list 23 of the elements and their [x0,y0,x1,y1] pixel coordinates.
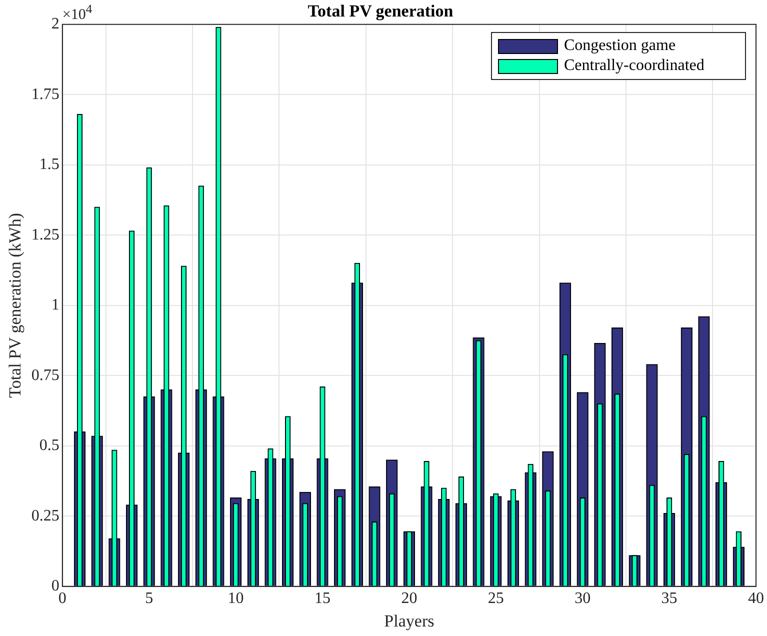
y-tick-label: 1.5 [39,156,60,174]
y-tick-label: 0.25 [31,507,60,524]
y-tick-label: 1.25 [31,226,60,244]
x-axis-title: Players [384,611,434,630]
x-tick-label: 35 [661,590,678,608]
x-tick-label: 30 [574,590,591,608]
x-tick-label: 10 [228,590,244,608]
y-tick-label: 1 [51,296,60,314]
x-tick-label: 20 [401,590,418,608]
y-tick-label: 0.5 [39,437,60,454]
text: ×10$^{4}$ [62,2,92,24]
x-tick-label: 40 [748,590,764,608]
x-tick-label: 15 [314,590,330,608]
y-tick-label: 1.75 [31,86,60,103]
x-tick-label: 5 [145,590,154,608]
x-tick-label: 25 [488,590,504,608]
legend-label: Centrally-coordinated [564,57,704,76]
y-tick-label: 0.75 [31,366,60,384]
y-tick-label: 2 [51,16,60,33]
chart-title: Total PV generation [308,2,454,21]
y-axis-title: Total PV generation (kWh) [6,212,25,398]
y-tick-label: 0 [51,578,60,595]
legend-label: Congestion game [564,37,676,56]
